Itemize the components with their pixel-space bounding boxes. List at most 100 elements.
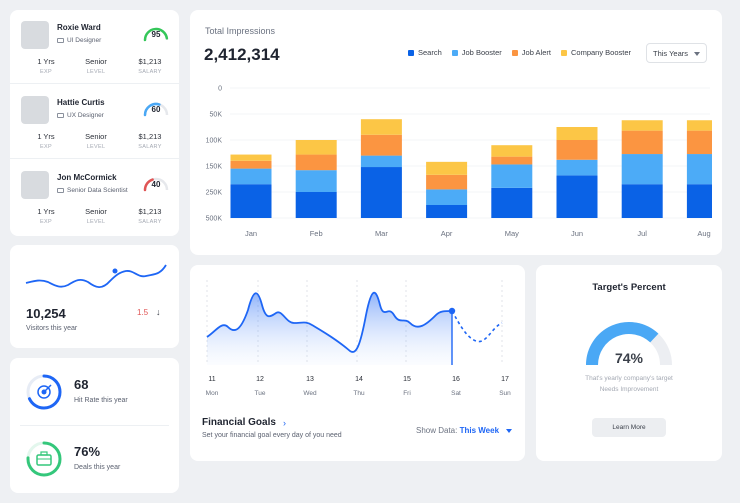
legend-swatch xyxy=(511,49,518,56)
candidate-score-gauge: 40 xyxy=(142,174,170,192)
candidate-score-gauge: 60 xyxy=(142,99,170,117)
bar-company-booster[interactable] xyxy=(295,140,337,155)
bar-job-booster[interactable] xyxy=(360,155,402,168)
target-note: That's yearly company's target xyxy=(585,375,673,382)
target-status: Needs Improvement xyxy=(599,386,659,393)
day-of-week: Sun xyxy=(499,390,511,397)
candidate-role-label: Senior Data Scientist xyxy=(67,187,128,194)
legend-label: Job Booster xyxy=(461,48,502,57)
bar-search[interactable] xyxy=(621,184,663,218)
bar-job-booster[interactable] xyxy=(686,154,712,185)
candidate-exp-value: 1 Yrs xyxy=(37,132,55,141)
bar-job-alert[interactable] xyxy=(491,156,533,165)
candidate-row[interactable]: Hattie Curtis UX Designer 60 1 Yrs EXP S… xyxy=(10,85,179,159)
bar-job-booster[interactable] xyxy=(621,154,663,185)
current-point xyxy=(448,307,456,315)
chevron-right-icon[interactable]: › xyxy=(283,418,286,428)
candidate-role-label: UX Designer xyxy=(67,112,104,119)
candidate-exp: 1 Yrs EXP xyxy=(26,132,66,150)
learn-more-button[interactable]: Learn More xyxy=(592,418,666,437)
candidate-salary-label: SALARY xyxy=(138,219,162,225)
legend-item[interactable]: Job Booster xyxy=(451,48,502,57)
candidate-level-label: LEVEL xyxy=(86,219,106,225)
candidate-level-label: LEVEL xyxy=(86,144,106,150)
candidate-role: UI Designer xyxy=(57,37,101,44)
bar-search[interactable] xyxy=(295,192,337,218)
bar-job-alert[interactable] xyxy=(426,174,468,190)
x-tick-label: Aug xyxy=(697,229,710,238)
financial-area xyxy=(207,292,452,365)
legend-item[interactable]: Job Alert xyxy=(511,48,551,57)
year-filter-label: This Years xyxy=(653,49,689,58)
visitors-sparkline xyxy=(25,264,167,289)
bar-company-booster[interactable] xyxy=(556,127,598,140)
bar-job-booster[interactable] xyxy=(230,168,272,185)
bar-job-booster[interactable] xyxy=(556,159,598,176)
kpi-card: 68 Hit Rate this year 76% Deals this yea… xyxy=(10,358,179,493)
candidates-card: Roxie Ward UI Designer 95 1 Yrs EXP Seni… xyxy=(10,10,179,236)
candidate-level-value: Senior xyxy=(85,207,107,216)
show-data-dropdown[interactable]: Show Data: This Week xyxy=(416,426,499,435)
hit-rate-label: Hit Rate this year xyxy=(74,397,128,404)
day-number: 15 xyxy=(403,376,411,383)
bar-job-booster[interactable] xyxy=(426,189,468,205)
y-tick-label: 150K xyxy=(206,164,223,171)
candidate-role: Senior Data Scientist xyxy=(57,187,128,194)
score-arc xyxy=(143,102,169,117)
bar-company-booster[interactable] xyxy=(230,154,272,161)
briefcase-icon xyxy=(26,441,62,477)
bar-company-booster[interactable] xyxy=(491,145,533,157)
candidate-exp: 1 Yrs EXP xyxy=(26,207,66,225)
candidate-exp: 1 Yrs EXP xyxy=(26,57,66,75)
bar-job-alert[interactable] xyxy=(686,130,712,155)
bar-job-alert[interactable] xyxy=(360,134,402,156)
bar-company-booster[interactable] xyxy=(426,161,468,175)
legend-swatch xyxy=(560,49,567,56)
bar-job-alert[interactable] xyxy=(621,130,663,155)
bar-job-booster[interactable] xyxy=(491,164,533,188)
year-filter-dropdown[interactable]: This Years xyxy=(646,43,707,63)
chevron-down-icon[interactable] xyxy=(506,429,512,433)
bar-job-alert[interactable] xyxy=(230,160,272,169)
avatar xyxy=(21,171,49,199)
legend-label: Job Alert xyxy=(521,48,551,57)
bar-search[interactable] xyxy=(491,187,533,218)
bar-job-alert[interactable] xyxy=(556,140,598,160)
bar-company-booster[interactable] xyxy=(686,120,712,131)
hit-rate-value: 68 xyxy=(74,377,89,392)
bar-search[interactable] xyxy=(360,167,402,218)
legend-item[interactable]: Company Booster xyxy=(560,48,632,57)
candidate-salary: $1,213 SALARY xyxy=(130,207,170,225)
day-of-week: Tue xyxy=(254,390,266,397)
bar-search[interactable] xyxy=(426,205,468,218)
bar-search[interactable] xyxy=(230,184,272,218)
chart-legend: Search Job Booster Job Alert Company Booste… xyxy=(408,48,631,57)
candidate-row[interactable]: Jon McCormick Senior Data Scientist 40 1… xyxy=(10,160,179,234)
day-number: 14 xyxy=(355,376,363,383)
legend-label: Search xyxy=(418,48,442,57)
impressions-card: Total Impressions 2,412,314 Search Job Bo… xyxy=(190,10,722,255)
candidate-row[interactable]: Roxie Ward UI Designer 95 1 Yrs EXP Seni… xyxy=(10,10,179,84)
bar-job-booster[interactable] xyxy=(295,170,337,192)
target-percent-value: 74% xyxy=(614,350,644,366)
candidate-level: Senior LEVEL xyxy=(76,57,116,75)
legend-item[interactable]: Search xyxy=(408,48,442,57)
x-tick-label: May xyxy=(505,229,519,238)
bar-search[interactable] xyxy=(556,175,598,218)
target-title: Target's Percent xyxy=(592,282,666,293)
day-number: 16 xyxy=(452,376,460,383)
y-tick-label: 250K xyxy=(206,190,223,197)
candidate-exp-label: EXP xyxy=(40,69,52,75)
day-of-week: Wed xyxy=(303,390,317,397)
y-tick-label: 0 xyxy=(218,86,222,93)
legend-label: Company Booster xyxy=(570,48,632,57)
visitors-label: Visitors this year xyxy=(26,325,78,332)
visitors-marker xyxy=(112,268,118,274)
candidate-level-label: LEVEL xyxy=(86,69,106,75)
impressions-total: 2,412,314 xyxy=(204,45,280,64)
show-data-value: This Week xyxy=(459,426,500,435)
bar-search[interactable] xyxy=(686,184,712,218)
bar-company-booster[interactable] xyxy=(360,119,402,135)
bar-company-booster[interactable] xyxy=(621,120,663,131)
bar-job-alert[interactable] xyxy=(295,154,337,171)
